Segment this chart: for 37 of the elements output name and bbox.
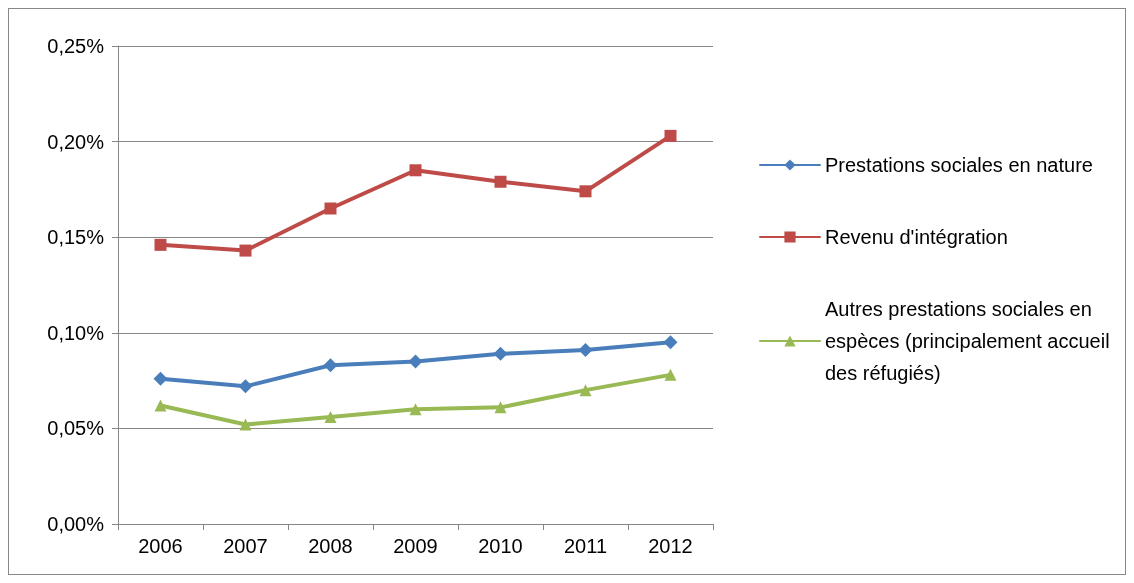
point <box>579 185 592 198</box>
x-tick-label: 2006 <box>138 535 183 557</box>
legend-label: Revenu d'intégration <box>825 226 1008 248</box>
y-tick-label: 0,20% <box>47 130 105 153</box>
x-tick-label: 2011 <box>563 535 608 557</box>
x-tick-label: 2012 <box>648 535 693 557</box>
point <box>239 418 252 431</box>
point <box>578 343 593 358</box>
point <box>494 175 507 188</box>
legend-label: Autres prestations sociales en espèces (principalement accueil des réfugiés) <box>825 298 1116 384</box>
y-tick-label: 0,25% <box>47 35 105 57</box>
point <box>493 346 508 361</box>
point <box>154 238 167 251</box>
point <box>664 129 677 142</box>
point <box>579 384 592 397</box>
point <box>153 371 168 386</box>
point <box>238 379 253 394</box>
point <box>409 403 422 416</box>
point <box>324 410 337 423</box>
x-tick-label: 2007 <box>223 535 268 557</box>
y-tick-label: 0,10% <box>47 321 105 344</box>
point <box>408 354 423 369</box>
y-tick-label: 0,00% <box>47 513 105 535</box>
point <box>409 164 422 177</box>
point <box>239 244 252 257</box>
point <box>664 368 677 381</box>
point <box>494 401 507 414</box>
point <box>323 358 338 373</box>
point <box>154 399 167 412</box>
point <box>324 202 337 215</box>
y-tick-label: 0,15% <box>47 226 105 249</box>
x-tick-label: 2008 <box>308 535 353 557</box>
x-tick-label: 2010 <box>478 535 523 557</box>
x-tick-label: 2009 <box>393 535 438 557</box>
y-tick-label: 0,05% <box>47 417 105 440</box>
legend-label: Prestations sociales en nature <box>825 154 1093 176</box>
point <box>663 335 678 350</box>
